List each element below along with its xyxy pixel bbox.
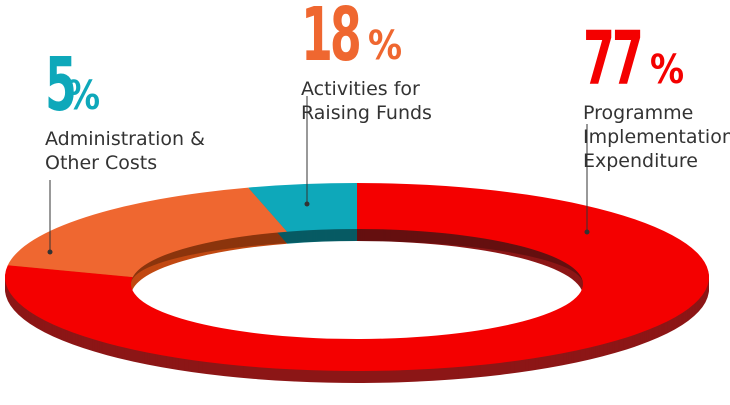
percent-number: 77 — [583, 16, 644, 102]
percent-number: 18 — [301, 0, 362, 78]
category-label-line: Administration & — [45, 127, 205, 150]
leader-dot-2 — [47, 249, 53, 255]
percent-sign: % — [649, 46, 685, 93]
donut-hole-rim — [131, 229, 583, 284]
callout-programme-implementation: 77% Programme Implementation Expenditure — [583, 16, 730, 173]
category-label-line: Expenditure — [583, 149, 698, 172]
category-label: Programme Implementation Expenditure — [583, 101, 730, 173]
category-label-line: Other Costs — [45, 151, 158, 174]
category-label-line: Implementation — [583, 125, 730, 148]
category-label: Administration & Other Costs — [45, 127, 205, 175]
leader-dot-0 — [584, 229, 590, 235]
callout-administration: 5% Administration & Other Costs — [45, 42, 205, 175]
slice-1 — [7, 187, 288, 278]
category-label: Activities for Raising Funds — [301, 77, 432, 125]
percent-number: 5 — [45, 42, 77, 128]
percent-value: 18% — [301, 0, 432, 78]
category-label-line: Raising Funds — [301, 101, 432, 124]
callout-raising-funds: 18% Activities for Raising Funds — [301, 0, 432, 125]
slice-2 — [248, 183, 357, 232]
slice-0 — [4, 183, 709, 371]
leader-dot-1 — [304, 201, 310, 207]
percent-sign: % — [367, 22, 403, 69]
percent-value: 5% — [45, 42, 205, 128]
percent-sign: % — [65, 72, 100, 119]
leader-lines — [47, 96, 590, 255]
category-label-line: Activities for — [301, 77, 420, 100]
category-label-line: Programme — [583, 101, 694, 124]
donut-top — [4, 183, 709, 371]
percent-value: 77% — [583, 16, 730, 102]
